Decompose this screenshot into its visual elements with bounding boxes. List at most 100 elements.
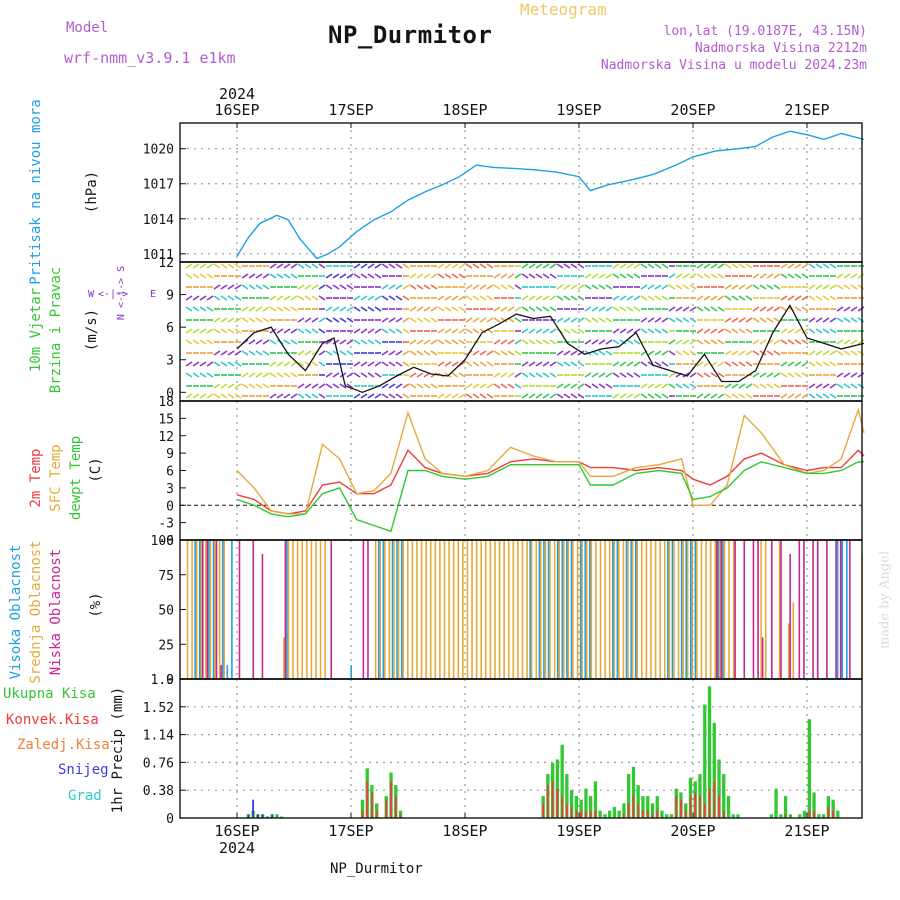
wind-arrow <box>654 361 662 367</box>
wind-arrow <box>276 306 284 312</box>
wind-arrow <box>444 361 452 367</box>
precip-total-bar <box>598 810 602 818</box>
wind-arrow <box>731 263 739 269</box>
wind-arrow <box>661 383 669 389</box>
wind-arrow <box>549 339 557 345</box>
wind-arrow <box>661 284 669 290</box>
wind-arrow <box>598 383 606 389</box>
wind-arrow <box>199 328 207 334</box>
wind-arrow <box>465 393 473 399</box>
wind-arrow <box>416 383 424 389</box>
wind-arrow <box>857 273 865 279</box>
wind-arrow <box>591 273 599 279</box>
wind-arrow <box>332 339 340 345</box>
wind-arrow <box>556 361 564 367</box>
wind-arrow <box>759 372 767 378</box>
wind-arrow <box>570 393 578 399</box>
wind-arrow <box>192 273 200 279</box>
wind-arrow <box>185 339 193 345</box>
wind-arrow <box>647 393 655 399</box>
wind-arrow <box>633 263 641 269</box>
precip-total-bar <box>574 796 578 818</box>
wind-arrow <box>794 372 802 378</box>
wind-arrow <box>668 383 676 389</box>
wind-arrow <box>472 383 480 389</box>
wind-arrow <box>857 284 865 290</box>
wind-arrow <box>451 393 459 399</box>
wind-arrow <box>528 339 536 345</box>
wind-arrow <box>374 361 382 367</box>
wind-arrow <box>437 295 445 301</box>
wind-arrow <box>822 361 830 367</box>
wind-arrow <box>444 328 452 334</box>
precip-total-bar <box>579 799 583 818</box>
wind-arrow <box>304 350 312 356</box>
wind-arrow <box>563 284 571 290</box>
wind-arrow <box>598 284 606 290</box>
wind-arrow <box>451 372 459 378</box>
precip-tick-label: 0.38 <box>143 784 174 799</box>
wind-arrow <box>710 263 718 269</box>
wind-arrow <box>283 361 291 367</box>
top-day-label: 16SEP <box>214 101 259 119</box>
wind-arrow <box>283 328 291 334</box>
wind-arrow <box>437 273 445 279</box>
wind-arrow <box>654 317 662 323</box>
wind-arrow <box>528 295 536 301</box>
wind-tick-label: 3 <box>166 354 174 369</box>
wind-arrow <box>773 284 781 290</box>
wind-arrow <box>619 372 627 378</box>
precip-convective-bar <box>361 810 364 818</box>
wind-arrow <box>752 284 760 290</box>
precip-total-bar <box>802 810 807 818</box>
wind-arrow <box>745 317 753 323</box>
wind-arrow <box>801 339 809 345</box>
wind-arrow <box>360 273 368 279</box>
wind-arrow <box>276 328 284 334</box>
temp-sfc-axis-title: SFC Temp <box>48 444 64 511</box>
wind-arrow <box>367 339 375 345</box>
wind-arrow <box>633 273 641 279</box>
wind-arrow <box>605 284 613 290</box>
wind-arrow <box>724 263 732 269</box>
wind-arrow <box>248 284 256 290</box>
cloud-high-axis-title: Visoka Oblacnost <box>8 545 24 680</box>
wind-arrow <box>507 350 515 356</box>
wind-arrow <box>227 295 235 301</box>
wind-arrow <box>731 284 739 290</box>
wind-arrow <box>857 383 865 389</box>
wind-arrow <box>556 393 564 399</box>
wind-arrow <box>374 306 382 312</box>
wind-arrow <box>283 295 291 301</box>
wind-arrow <box>332 383 340 389</box>
wind-arrow <box>360 339 368 345</box>
precip-total-bar <box>817 814 821 818</box>
wind-arrow <box>248 317 256 323</box>
wind-arrow <box>234 393 242 399</box>
wind-arrow <box>416 339 424 345</box>
wind-arrow <box>563 317 571 323</box>
precip-legend-item: Zaledj.Kisa <box>17 737 110 753</box>
wind-arrow <box>633 328 641 334</box>
wind-arrow <box>332 306 340 312</box>
wind-tick-label: 0 <box>166 386 174 401</box>
precip-total-bar <box>565 774 569 818</box>
wind-arrow <box>297 295 305 301</box>
wind-arrow <box>773 273 781 279</box>
wind-arrow <box>710 328 718 334</box>
wind-arrow <box>703 306 711 312</box>
precip-convective-bar <box>570 807 573 818</box>
wind-arrow <box>710 306 718 312</box>
wind-arrow <box>325 350 333 356</box>
wind-arrow <box>815 295 823 301</box>
wind-arrow <box>206 273 214 279</box>
wind-arrow <box>185 295 193 301</box>
wind-arrow <box>199 295 207 301</box>
wind-arrow <box>626 393 634 399</box>
wind-arrow <box>696 328 704 334</box>
precip-total-bar <box>769 814 773 818</box>
wind-arrow <box>234 317 242 323</box>
wind-arrow <box>500 372 508 378</box>
wind-arrow <box>822 317 830 323</box>
wind-arrow <box>346 339 354 345</box>
